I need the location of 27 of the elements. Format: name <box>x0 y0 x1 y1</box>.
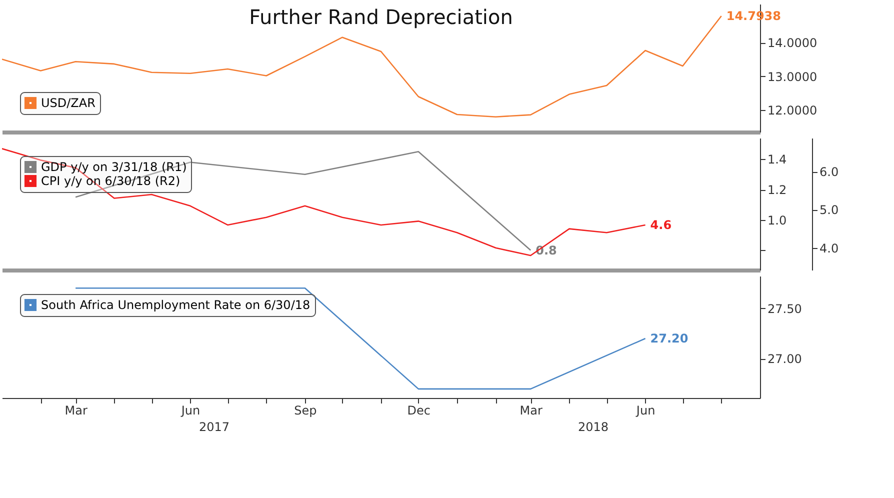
text: 2018 <box>578 420 609 434</box>
x-tick-label: Jun <box>180 404 200 418</box>
data-label: 27.20 <box>650 332 688 346</box>
y2-tick-label: 5.0 <box>820 203 839 218</box>
y-tick-label: 13.0000 <box>768 70 818 84</box>
text: 2017 <box>198 420 230 434</box>
line-series <box>2 148 646 256</box>
y-tick-label: 12.0000 <box>768 104 818 118</box>
y2-tick-label: 6.0 <box>820 165 839 180</box>
y-tick-label: 14.0000 <box>768 36 818 50</box>
x-tick-label: Mar <box>64 404 88 418</box>
data-label: 0.8 <box>536 243 557 258</box>
legend-label: GDP y/y on 3/31/18 (R1) <box>41 160 187 174</box>
y-tick-label: 1.0 <box>768 213 787 228</box>
x-tick-label: Jun <box>635 404 656 418</box>
y-tick-label: 27.00 <box>768 352 802 366</box>
x-tick-label: Mar <box>520 404 542 418</box>
x-tick-label: Dec <box>407 404 431 418</box>
x-tick-label: Sep <box>294 404 317 418</box>
legend-label: South Africa Unemployment Rate on 6/30/18 <box>41 298 310 312</box>
y-tick-label: 1.2 <box>768 183 787 198</box>
legend-label: USD/ZAR <box>41 96 96 110</box>
data-label: 4.6 <box>650 218 672 232</box>
chart-title: Further Rand Depreciation <box>249 5 513 29</box>
y2-tick-label: 4.0 <box>820 241 839 256</box>
y-tick-label: 1.4 <box>768 152 787 167</box>
y-tick-label: 27.50 <box>768 302 802 316</box>
